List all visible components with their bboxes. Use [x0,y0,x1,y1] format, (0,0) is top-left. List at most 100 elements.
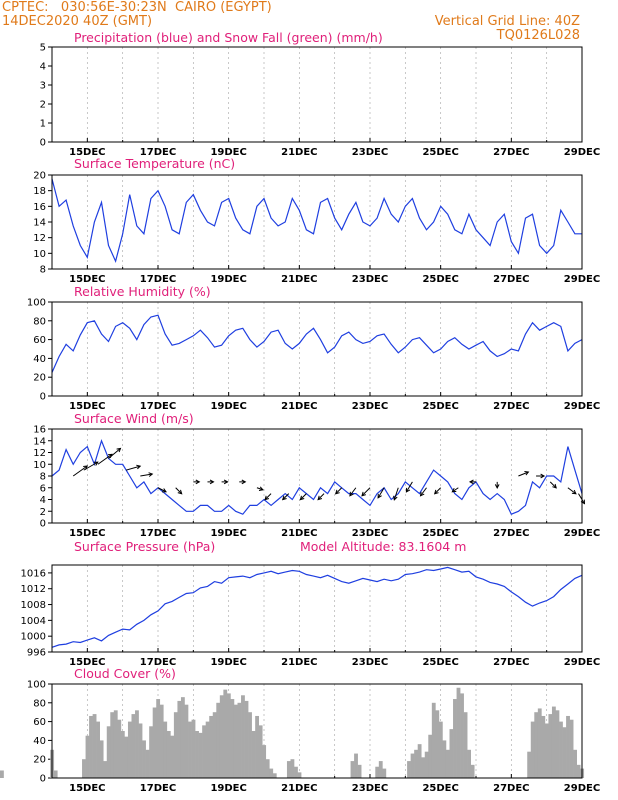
cloud-bar [106,726,111,778]
wind-arrow-head [136,464,142,470]
wind-arrow-head [209,479,215,485]
cloud-title: Cloud Cover (%) [74,666,176,681]
rh-xtick-label: 21DEC [281,401,317,412]
wind-arrow [434,487,442,495]
cloud-bar [103,761,108,778]
wind-arrow [393,487,399,500]
cloud-bar [551,706,556,778]
cloud-bar [82,759,86,778]
temp-ytick-label: 20 [33,171,46,182]
cloud-bar [166,731,171,778]
wind-arrow [317,493,325,500]
temp-xtick-label: 27DEC [493,274,529,285]
wind-arrow-head [552,483,557,489]
cloud-bar [350,761,355,778]
rh-xtick-label: 19DEC [210,401,246,412]
wind-ytick-label: 2 [40,507,46,518]
cloud-ytick-label: 100 [27,680,46,691]
cloud-bar [453,699,457,778]
cloud-bar [530,721,535,778]
cloud-bar [286,761,291,778]
wind-arrow-head [317,495,323,501]
temp-xtick-label: 23DEC [352,274,388,285]
cloud-bar [255,715,259,778]
pres-annotation: Model Altitude: 83.1604 m [300,539,466,554]
pres-ytick-label: 996 [27,648,46,659]
cloud-bar [378,761,383,778]
cloud-bar [198,732,203,778]
cloud-bar [177,700,182,778]
cloud-bar [435,710,440,778]
cloud-bar [357,764,362,778]
cloud-bar [272,773,277,778]
pres-xtick-label: 27DEC [493,657,529,668]
wind-arrow-head [195,479,201,485]
cloud-bar [382,768,387,778]
cloud-bar [170,735,175,778]
cloud-bar [544,723,549,778]
rh-xtick-label: 17DEC [140,401,176,412]
wind-ytick-label: 12 [33,448,46,459]
cloud-bar [138,723,143,778]
cloud-bar [205,721,210,778]
temp-ytick-label: 10 [33,249,46,260]
cloud-bar [294,766,298,778]
rh-xtick-label: 25DEC [422,401,458,412]
rh-ytick-label: 20 [33,373,46,384]
cloud-xtick-label: 15DEC [69,783,105,794]
cloud-bar [99,740,104,778]
temp-xtick-label: 17DEC [140,274,176,285]
temp-ytick-label: 16 [33,202,46,213]
wind-arrow [349,487,357,497]
cloud-bar [421,757,426,778]
wind-arrow-head [571,489,577,495]
cloud-bar [470,764,475,778]
temp-ytick-label: 8 [40,265,46,276]
wind-arrow-head [177,489,183,495]
rh-ytick-label: 100 [27,298,46,309]
cloud-bar [92,714,97,778]
wind-ytick-label: 4 [40,495,46,506]
wind-arrow [175,487,183,495]
wind-xtick-label: 29DEC [564,528,600,539]
temp-ytick-label: 14 [33,218,46,229]
wind-arrow-head [405,487,411,493]
precip-ytick-label: 0 [40,138,46,149]
cloud-bar [149,726,153,778]
cloud-bar [226,693,231,778]
wind-ytick-label: 8 [40,472,46,483]
cloud-bar [191,719,196,778]
cloud-bar [576,764,581,778]
temp-series-line [51,178,582,263]
cloud-bar [152,707,157,778]
header-location: CPTEC: 030:56E-30:23N CAIRO (EGYPT) [2,0,272,15]
cloud-ytick-label: 60 [33,717,46,728]
wind-arrow [72,465,88,477]
wind-ytick-label: 6 [40,483,46,494]
wind-arrow [157,487,167,493]
wind-arrow [335,487,343,495]
precip-ytick-label: 1 [40,119,46,130]
wind-arrow-head [148,472,154,477]
wind-ytick-label: 10 [33,460,46,471]
cloud-frame [51,683,583,779]
header-grid-line: Vertical Grid Line: 40Z [434,14,580,29]
wind-arrow-head [223,479,229,485]
wind-xtick-label: 19DEC [210,528,246,539]
wind-arrow-head [281,495,287,501]
cloud-bar [251,731,256,778]
cloud-xtick-label: 29DEC [564,783,600,794]
cloud-bar [548,714,553,778]
precip-xtick-label: 27DEC [493,147,529,158]
cloud-bar [96,721,100,778]
cloud-bar [230,699,235,778]
wind-arrow-head [451,487,457,493]
cloud-bar [375,766,380,778]
cloud-bar [559,721,563,778]
wind-arrow-head [116,447,122,453]
cloud-bar [438,721,443,778]
pres-xtick-label: 23DEC [352,657,388,668]
cloud-bar [248,712,252,778]
wind-arrow [567,487,577,495]
